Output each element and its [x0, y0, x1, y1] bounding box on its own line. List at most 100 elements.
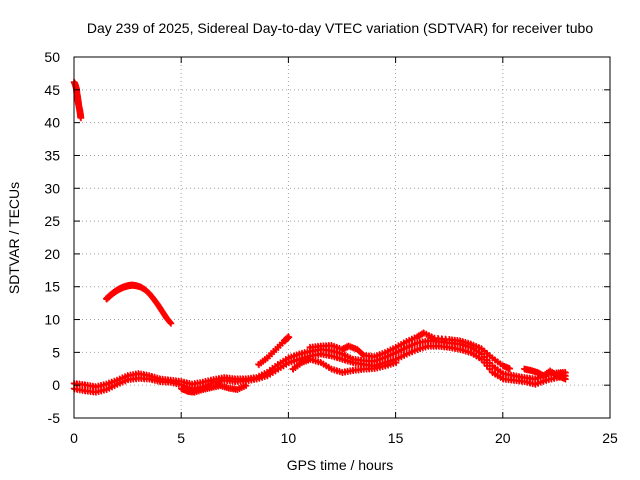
data-point: [255, 360, 263, 369]
data-point: [105, 379, 113, 387]
data-point: [154, 301, 162, 309]
data-point: [400, 339, 408, 347]
data-point: [531, 380, 539, 388]
data-point: [486, 359, 494, 367]
data-point: [548, 368, 556, 376]
y-tick-label: 5: [52, 344, 60, 360]
data-point: [389, 345, 397, 353]
data-point: [261, 370, 269, 378]
data-point: [397, 353, 405, 361]
data-point: [344, 353, 352, 361]
data-point: [392, 343, 400, 352]
data-point: [480, 353, 488, 361]
data-point: [488, 354, 496, 362]
data-point: [397, 340, 405, 349]
data-point: [496, 368, 504, 376]
data-point: [336, 354, 344, 363]
data-point: [269, 368, 277, 376]
data-point: [381, 362, 389, 370]
data-point: [338, 355, 346, 363]
x-tick-label: 25: [602, 430, 618, 446]
data-point: [162, 314, 170, 322]
data-point: [121, 377, 129, 385]
data-point: [459, 338, 467, 346]
data-point: [306, 355, 314, 363]
data-point: [314, 358, 322, 366]
data-point: [293, 356, 301, 364]
data-point: [486, 365, 494, 373]
y-tick-label: 45: [44, 82, 60, 98]
data-point: [336, 368, 344, 376]
data-point: [320, 360, 328, 368]
data-point: [531, 375, 539, 383]
data-point: [420, 329, 428, 337]
data-point: [470, 341, 478, 349]
data-point: [537, 378, 545, 386]
data-point: [345, 342, 353, 350]
series-track-d: [306, 329, 514, 373]
data-point: [358, 350, 366, 358]
y-tick-label: 40: [44, 115, 60, 131]
data-point: [290, 352, 298, 360]
y-tick-label: 35: [44, 147, 60, 163]
data-point: [496, 373, 504, 381]
data-point: [263, 368, 271, 376]
data-point: [291, 363, 299, 372]
data-point: [384, 361, 392, 369]
data-point: [285, 354, 293, 362]
data-point: [400, 345, 408, 353]
data-point: [389, 356, 397, 364]
data-point: [312, 357, 319, 365]
data-point: [478, 350, 486, 358]
data-point: [341, 351, 349, 359]
data-point: [483, 356, 491, 364]
data-point: [116, 379, 124, 387]
data-point: [111, 381, 118, 390]
data-point: [282, 356, 290, 364]
data-point: [534, 379, 542, 387]
data-point: [328, 365, 336, 373]
data-point: [277, 363, 285, 372]
data-point: [553, 371, 561, 379]
data-point: [145, 290, 153, 298]
data-point: [534, 374, 542, 382]
data-point: [276, 341, 284, 349]
data-point: [167, 319, 175, 327]
data-point: [438, 335, 446, 343]
data-point: [462, 347, 470, 355]
data-point: [472, 347, 480, 355]
data-point: [379, 350, 386, 358]
data-point: [464, 348, 472, 356]
data-point: [413, 345, 421, 353]
data-point: [153, 299, 161, 307]
data-point: [265, 352, 273, 360]
data-point: [422, 330, 430, 338]
data-point: [330, 348, 338, 356]
data-point: [346, 354, 354, 362]
data-point: [381, 353, 389, 361]
data-point: [151, 373, 159, 381]
data-point: [330, 353, 338, 361]
data-point: [287, 353, 295, 361]
data-point: [478, 345, 486, 353]
data-point: [470, 350, 478, 358]
data-point: [317, 359, 325, 367]
series-track-e: [289, 355, 400, 376]
data-point: [491, 370, 499, 378]
series-arc: [102, 281, 175, 327]
data-point: [475, 348, 483, 356]
data-point: [392, 359, 400, 367]
data-point: [506, 364, 514, 373]
data-point: [408, 335, 416, 343]
x-tick-label: 15: [388, 430, 404, 446]
data-point: [166, 318, 174, 326]
data-point: [561, 368, 569, 376]
data-point: [403, 338, 411, 346]
data-point: [108, 378, 116, 386]
data-point: [279, 357, 287, 365]
x-tick-label: 20: [495, 430, 511, 446]
data-point: [467, 340, 475, 348]
data-point: [142, 287, 150, 295]
data-point: [328, 341, 336, 350]
data-point: [475, 354, 483, 362]
